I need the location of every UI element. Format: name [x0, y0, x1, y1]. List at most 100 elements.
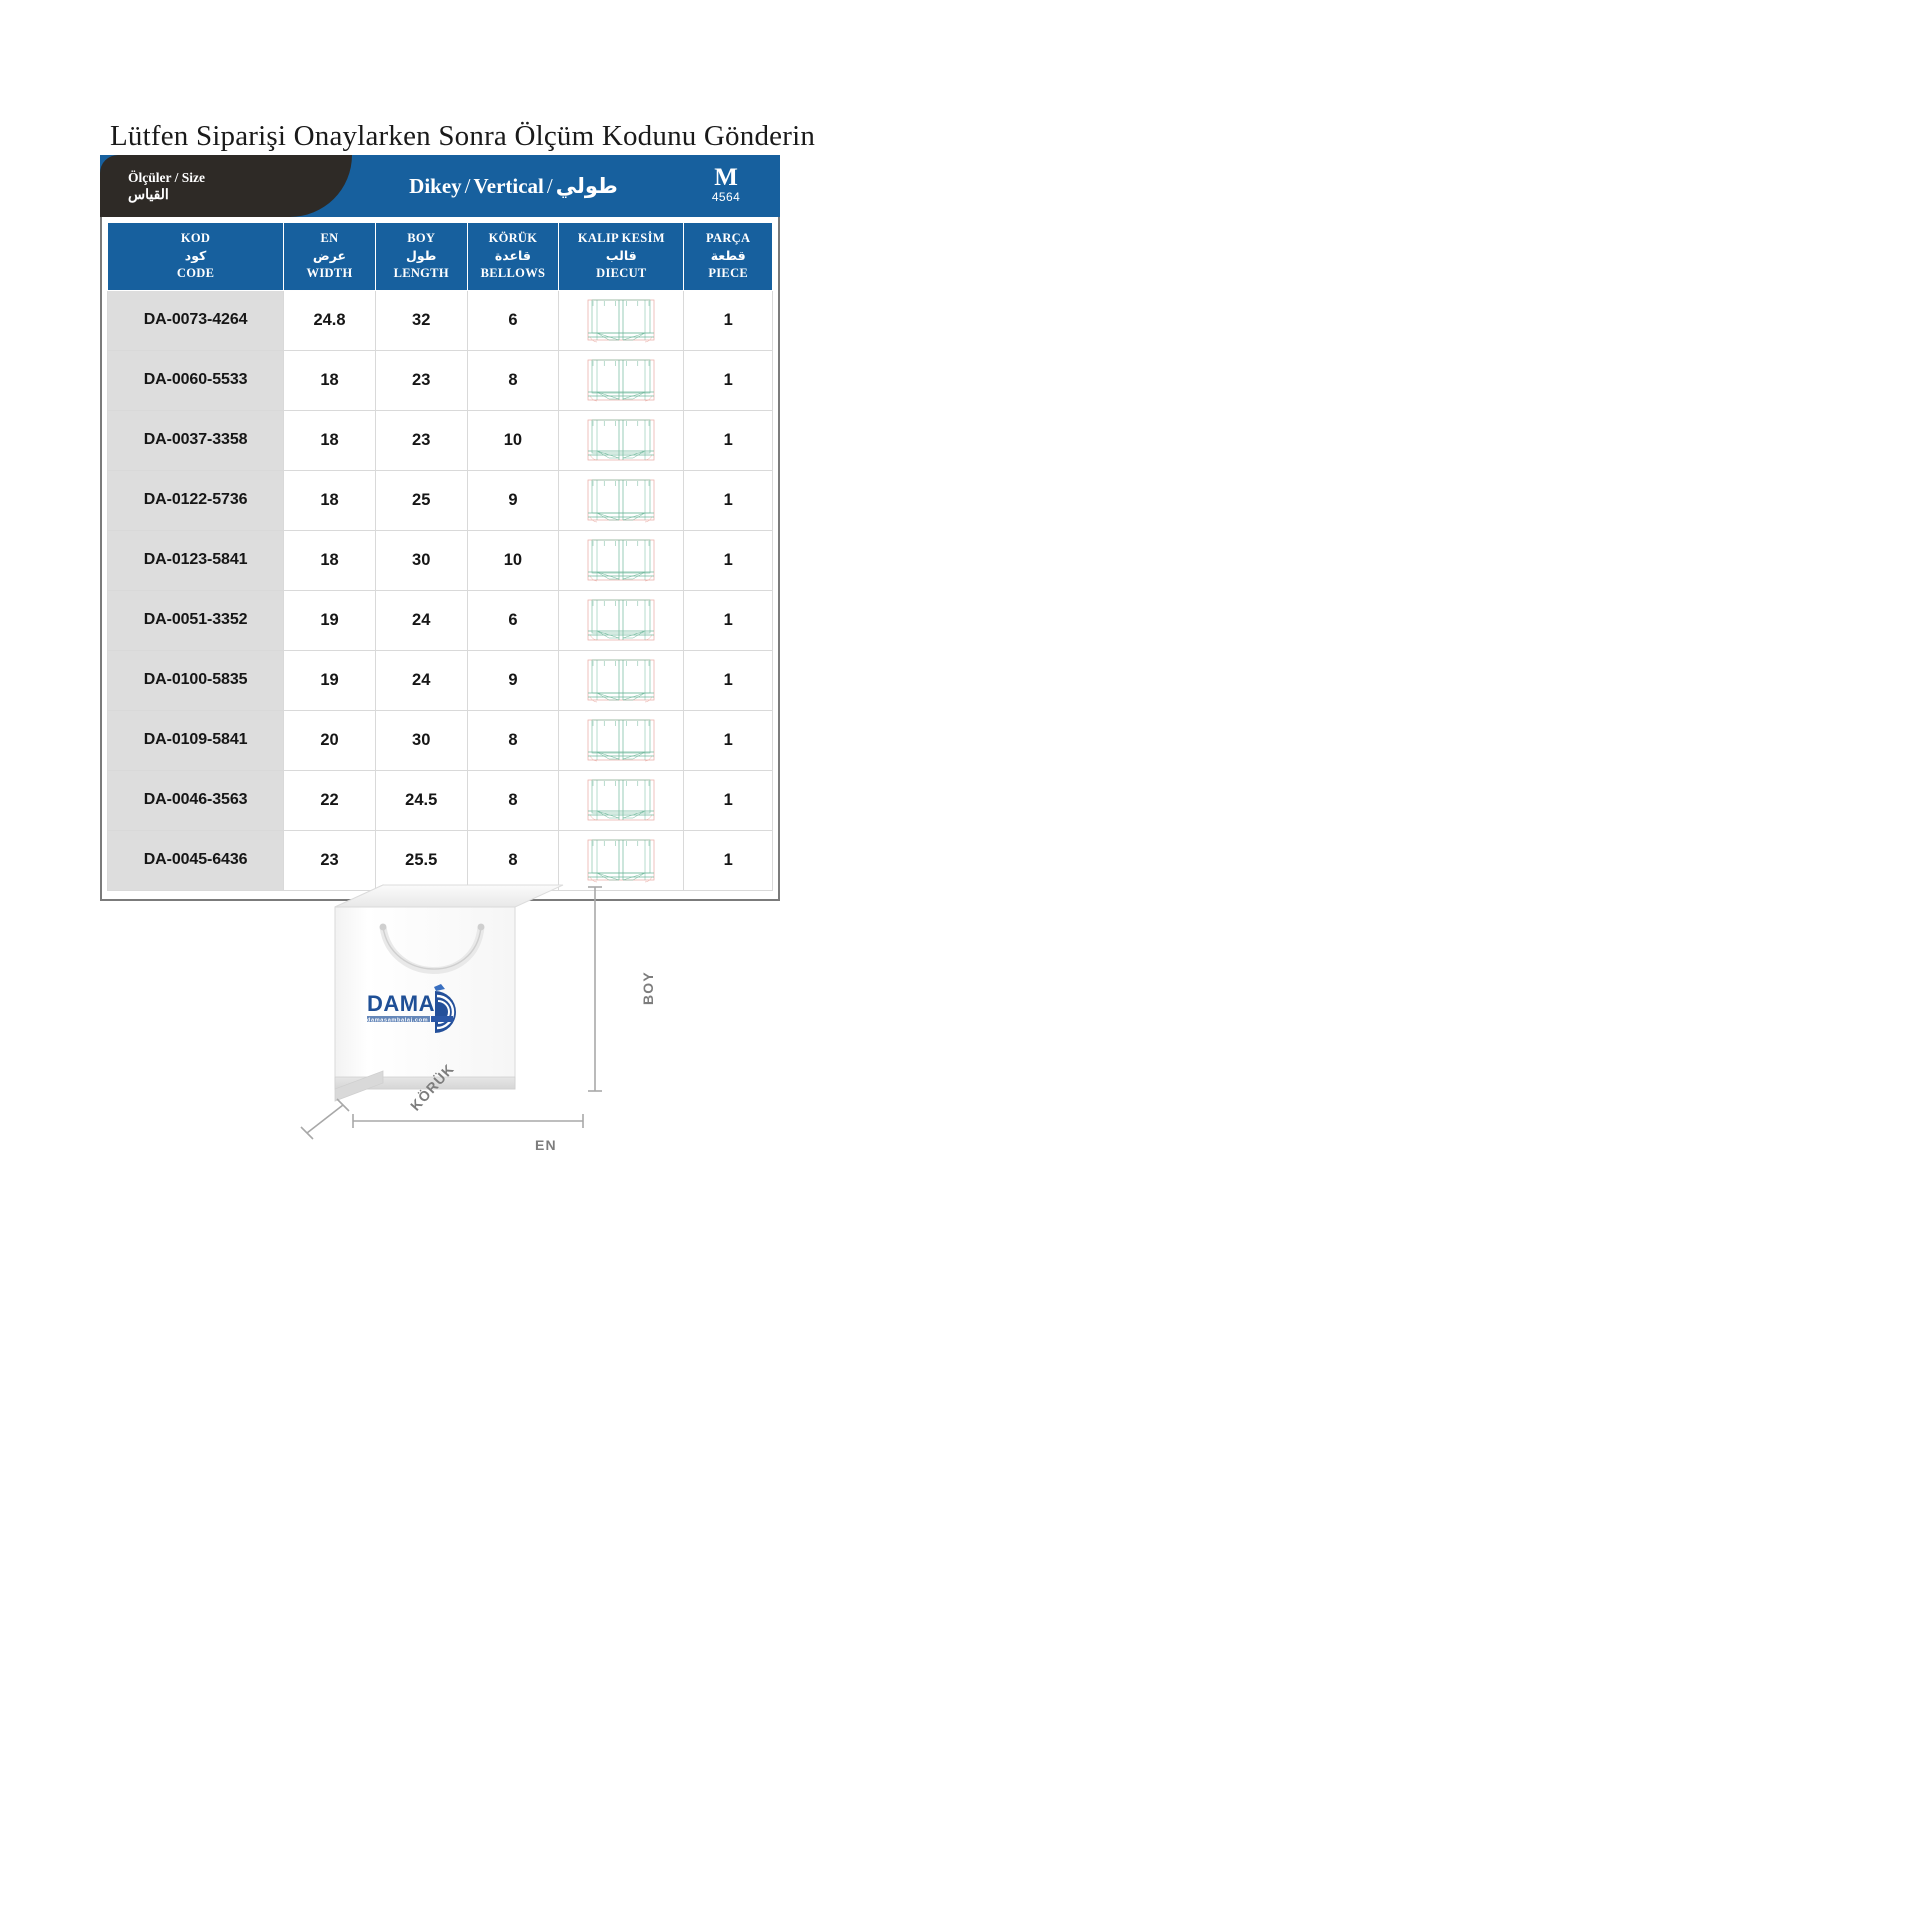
cell-bellows: 6	[466, 589, 560, 651]
banner-size-tab: Ölçüler / Size القياس	[100, 155, 352, 217]
cell-code: DA-0073-4264	[106, 289, 285, 351]
bag-handle-eyelet-left	[379, 923, 387, 931]
table-row[interactable]: DA-0045-6436 23 25.5 8 1	[106, 829, 773, 891]
cell-width: 19	[283, 589, 376, 651]
table-row[interactable]: DA-0046-3563 22 24.5 8 1	[106, 769, 773, 831]
dimension-label-boy: BOY	[640, 971, 656, 1005]
dimension-label-en: EN	[535, 1137, 557, 1153]
cell-diecut	[558, 829, 685, 891]
brand-logo-subtext-bar	[367, 1016, 430, 1022]
col-header-en: DIECUT	[596, 266, 647, 280]
cell-piece: 1	[683, 649, 773, 711]
cell-piece: 1	[683, 589, 773, 651]
diecut-drawing	[587, 300, 655, 343]
col-header-tr: KÖRÜK	[488, 231, 538, 245]
cell-width: 20	[283, 709, 376, 771]
table-col-header-bellows: KÖRÜK قاعدة BELLOWS	[466, 222, 560, 291]
cell-diecut	[558, 529, 685, 591]
cell-width: 23	[283, 829, 376, 891]
table-header-row: KOD كود CODE EN عرض WIDTH BOY طول LENGTH KÖRÜK قاع…	[106, 222, 773, 291]
cell-diecut	[558, 649, 685, 711]
dimension-arrows	[300, 886, 602, 1140]
table-col-header-length: BOY طول LENGTH	[374, 222, 468, 291]
col-header-tr: KOD	[180, 231, 211, 245]
cell-code: DA-0045-6436	[106, 829, 285, 891]
cell-diecut	[558, 349, 685, 411]
cell-length: 24	[374, 589, 468, 651]
table-row[interactable]: DA-0051-3352 19 24 6 1	[106, 589, 773, 651]
size-table-head: KOD كود CODE EN عرض WIDTH BOY طول LENGTH KÖRÜK قاع…	[106, 222, 773, 291]
banner-separator-1: /	[464, 173, 471, 198]
cell-piece: 1	[683, 409, 773, 471]
cell-piece: 1	[683, 709, 773, 771]
col-header-en: BELLOWS	[480, 266, 546, 280]
bag-base-side	[334, 1070, 384, 1102]
paper-bag-illustration: DAMAS damasambalaj.com	[300, 884, 602, 1140]
cell-length: 25.5	[374, 829, 468, 891]
cell-length: 30	[374, 709, 468, 771]
cell-bellows: 10	[466, 529, 560, 591]
cell-width: 18	[283, 469, 376, 531]
cell-code: DA-0123-5841	[106, 529, 285, 591]
cell-piece: 1	[683, 529, 773, 591]
table-row[interactable]: DA-0060-5533 18 23 8 1	[106, 349, 773, 411]
cell-width: 19	[283, 649, 376, 711]
cell-length: 24.5	[374, 769, 468, 831]
cell-width: 18	[283, 409, 376, 471]
size-table-frame: KOD كود CODE EN عرض WIDTH BOY طول LENGTH KÖRÜK قاع…	[100, 217, 780, 901]
cell-width: 22	[283, 769, 376, 831]
brand-logo-subtext-chip	[431, 1016, 453, 1022]
cell-code: DA-0060-5533	[106, 349, 285, 411]
col-header-tr: BOY	[407, 231, 436, 245]
table-col-header-piece: PARÇA قطعة PIECE	[683, 222, 773, 291]
banner-orientation-en: Vertical	[473, 173, 544, 198]
cell-length: 23	[374, 409, 468, 471]
diecut-drawing	[587, 480, 655, 523]
cell-piece: 1	[683, 349, 773, 411]
col-header-ar: كود	[184, 247, 207, 263]
banner-orientation-ar: طولي	[555, 174, 618, 198]
table-row[interactable]: DA-0100-5835 19 24 9 1	[106, 649, 773, 711]
diecut-drawing	[587, 540, 655, 582]
cell-piece: 1	[683, 829, 773, 891]
cell-diecut	[558, 289, 685, 351]
size-table: KOD كود CODE EN عرض WIDTH BOY طول LENGTH KÖRÜK قاع…	[106, 222, 773, 891]
cell-bellows: 6	[466, 289, 560, 351]
size-table-container: Ölçüler / Size القياس Dikey / Vertical /…	[100, 155, 780, 901]
brand-logo: DAMAS damasambalaj.com	[367, 984, 456, 1033]
diecut-drawing	[587, 780, 655, 821]
cell-length: 23	[374, 349, 468, 411]
brand-logo-swoosh	[434, 984, 456, 1033]
col-header-ar: قطعة	[710, 247, 746, 263]
diecut-drawing	[587, 600, 655, 641]
banner-orientation-title: Dikey / Vertical / طولي	[352, 155, 675, 217]
cell-width: 18	[283, 349, 376, 411]
cell-bellows: 8	[466, 769, 560, 831]
size-badge-number: 4564	[711, 190, 741, 205]
cell-code: DA-0037-3358	[106, 409, 285, 471]
col-header-en: LENGTH	[393, 266, 449, 280]
col-header-en: CODE	[176, 266, 215, 280]
cell-diecut	[558, 589, 685, 651]
table-row[interactable]: DA-0122-5736 18 25 9 1	[106, 469, 773, 531]
table-row[interactable]: DA-0123-5841 18 30 10 1	[106, 529, 773, 591]
size-badge: M 4564	[680, 155, 772, 217]
col-header-en: WIDTH	[306, 266, 353, 280]
cell-diecut	[558, 769, 685, 831]
table-col-header-width: EN عرض WIDTH	[283, 222, 376, 291]
cell-width: 18	[283, 529, 376, 591]
diecut-drawing	[587, 720, 655, 762]
table-row[interactable]: DA-0073-4264 24.8 32 6 1	[106, 289, 773, 351]
cell-length: 32	[374, 289, 468, 351]
cell-width: 24.8	[283, 289, 376, 351]
col-header-en: PIECE	[708, 266, 749, 280]
bag-handle-eyelet-right	[477, 923, 485, 931]
table-row[interactable]: DA-0037-3358 18 23 10 1	[106, 409, 773, 471]
cell-code: DA-0100-5835	[106, 649, 285, 711]
cell-piece: 1	[683, 469, 773, 531]
bag-front-face	[334, 906, 516, 1090]
cell-code: DA-0046-3563	[106, 769, 285, 831]
table-row[interactable]: DA-0109-5841 20 30 8 1	[106, 709, 773, 771]
col-header-tr: KALIP KESİM	[577, 231, 665, 245]
diecut-drawing	[587, 840, 655, 883]
